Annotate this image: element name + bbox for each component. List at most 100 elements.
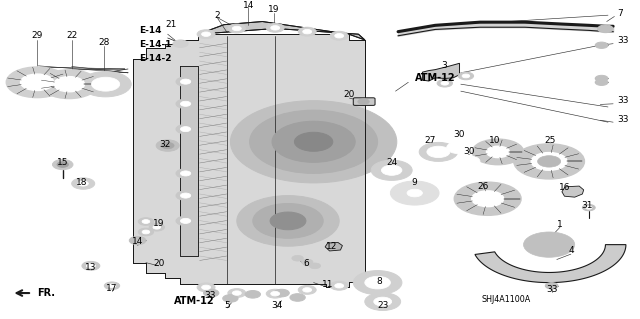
Text: 15: 15 <box>57 158 68 167</box>
Circle shape <box>472 191 504 207</box>
Circle shape <box>514 144 584 179</box>
Polygon shape <box>133 34 365 287</box>
Circle shape <box>142 219 150 223</box>
Text: 26: 26 <box>477 182 489 191</box>
Circle shape <box>595 42 608 48</box>
Circle shape <box>153 225 161 229</box>
Text: 4: 4 <box>568 247 573 256</box>
Circle shape <box>228 24 246 33</box>
Circle shape <box>176 77 195 86</box>
Circle shape <box>180 193 191 198</box>
Circle shape <box>82 261 100 270</box>
Text: FR.: FR. <box>37 288 55 298</box>
Circle shape <box>232 291 241 295</box>
Text: 24: 24 <box>386 158 397 167</box>
Text: 33: 33 <box>618 36 629 45</box>
Text: 25: 25 <box>545 136 556 145</box>
Circle shape <box>250 110 378 174</box>
Circle shape <box>301 259 313 265</box>
Circle shape <box>138 218 154 225</box>
Circle shape <box>80 71 131 97</box>
Circle shape <box>72 178 95 189</box>
Circle shape <box>245 291 260 298</box>
Text: 5: 5 <box>225 301 230 310</box>
Polygon shape <box>180 66 198 256</box>
Circle shape <box>176 169 195 178</box>
Text: 20: 20 <box>153 259 164 268</box>
Text: ATM-12: ATM-12 <box>174 296 214 306</box>
Text: E-14: E-14 <box>140 26 162 35</box>
Text: 30: 30 <box>454 130 465 139</box>
Circle shape <box>202 32 211 36</box>
Circle shape <box>86 263 95 268</box>
Circle shape <box>149 223 164 231</box>
Circle shape <box>274 289 289 297</box>
Circle shape <box>462 74 470 78</box>
Text: 10: 10 <box>489 136 500 145</box>
Circle shape <box>104 282 120 290</box>
Text: 33: 33 <box>618 115 629 124</box>
Circle shape <box>173 40 188 48</box>
Circle shape <box>204 289 219 297</box>
Circle shape <box>223 295 238 302</box>
Circle shape <box>458 72 474 80</box>
Circle shape <box>298 286 316 294</box>
Circle shape <box>335 33 344 38</box>
Circle shape <box>6 67 68 98</box>
Text: 21: 21 <box>166 20 177 29</box>
Text: ATM-12: ATM-12 <box>415 73 455 84</box>
Circle shape <box>303 288 312 292</box>
Circle shape <box>309 263 321 269</box>
Circle shape <box>353 271 402 295</box>
Circle shape <box>365 293 401 310</box>
Circle shape <box>180 171 191 176</box>
Circle shape <box>390 181 439 205</box>
Text: 33: 33 <box>546 286 557 294</box>
Circle shape <box>595 79 608 85</box>
Text: 9: 9 <box>412 178 417 187</box>
Text: 2: 2 <box>215 11 220 20</box>
Circle shape <box>472 139 524 165</box>
Circle shape <box>407 189 422 197</box>
Circle shape <box>303 29 312 34</box>
Circle shape <box>330 281 348 290</box>
Text: 8: 8 <box>376 277 381 286</box>
Text: 30: 30 <box>463 147 475 156</box>
Circle shape <box>232 26 241 31</box>
Circle shape <box>161 142 174 149</box>
Circle shape <box>271 292 280 296</box>
Text: 29: 29 <box>31 31 43 40</box>
Circle shape <box>538 156 561 167</box>
Circle shape <box>294 132 333 151</box>
Circle shape <box>437 79 452 87</box>
Circle shape <box>335 284 344 288</box>
Circle shape <box>358 99 369 104</box>
Circle shape <box>441 81 449 85</box>
Circle shape <box>266 23 284 32</box>
Circle shape <box>545 283 558 289</box>
Text: 12: 12 <box>326 242 337 251</box>
Circle shape <box>57 162 68 167</box>
Circle shape <box>365 276 390 289</box>
Circle shape <box>156 140 179 151</box>
Circle shape <box>454 182 521 215</box>
Circle shape <box>595 75 608 82</box>
Text: 11: 11 <box>322 280 333 289</box>
Circle shape <box>92 77 120 91</box>
Text: 34: 34 <box>271 301 282 310</box>
Circle shape <box>40 70 98 99</box>
Circle shape <box>20 74 54 91</box>
Circle shape <box>290 294 305 301</box>
Text: 13: 13 <box>85 263 97 272</box>
Text: 19: 19 <box>153 219 164 228</box>
Circle shape <box>266 289 284 298</box>
Polygon shape <box>475 245 626 283</box>
Circle shape <box>381 165 402 175</box>
Circle shape <box>202 285 211 290</box>
Polygon shape <box>325 242 342 251</box>
Circle shape <box>176 99 195 108</box>
Text: 7: 7 <box>618 9 623 18</box>
Text: 33: 33 <box>204 291 216 300</box>
Text: SHJ4A1100A: SHJ4A1100A <box>481 295 531 304</box>
Circle shape <box>271 26 280 30</box>
